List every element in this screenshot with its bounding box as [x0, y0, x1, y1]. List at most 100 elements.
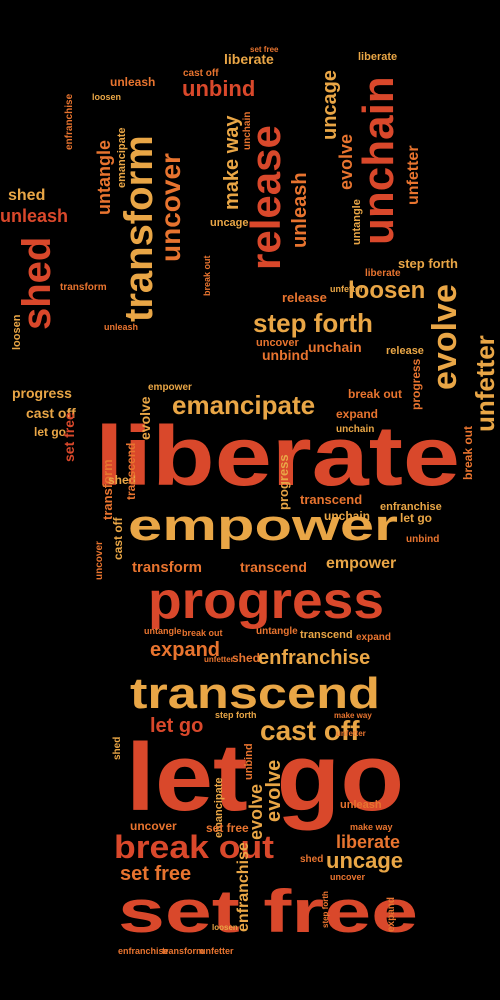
word-uncover-forearm: uncover [130, 819, 177, 833]
word-step-forth-forearm: step forth [215, 710, 257, 720]
word-evolve-palm-vertical: evolve [137, 396, 153, 440]
word-uncover-palm-vertical: uncover [94, 541, 105, 580]
word-expand-bottom: expand [386, 897, 397, 932]
word-uncage-forearm: uncage [326, 848, 403, 873]
word-step-forth-bottom: step forth [321, 891, 330, 928]
word-shed-forearm-vertical: shed [112, 737, 123, 760]
word-liberate-main: liberate [95, 409, 460, 503]
word-transcend-palm-2: transcend [300, 629, 353, 641]
word-untangle-palm-2: untangle [256, 626, 298, 637]
word-transcend-vertical: transcend [124, 443, 138, 500]
word-cast-off-left: cast off [26, 405, 76, 421]
word-loosen-thumb: loosen [348, 277, 425, 304]
word-transform-vertical: transform [117, 135, 161, 322]
word-release-thumb-small: release [386, 345, 424, 357]
word-loosen-top: loosen [92, 92, 121, 102]
word-emancipate: emancipate [172, 390, 315, 420]
word-evolve-thumb: evolve [426, 284, 464, 390]
word-loosen-bottom: loosen [212, 923, 238, 932]
word-empower-small-top: empower [148, 382, 192, 393]
word-shed-forearm: shed [300, 854, 323, 865]
word-enfranchise-bottom: enfranchise [118, 946, 169, 956]
word-transform-palm: transform [132, 559, 202, 576]
word-shed-palm: shed [108, 473, 136, 487]
word-empower-main: empower [128, 501, 398, 550]
word-enfranchise-forearm-vertical: enfranchise [235, 842, 252, 932]
word-unleash-lower: unleash [104, 322, 138, 332]
word-cast-off-forearm: cast off [260, 715, 360, 746]
word-expand-top: expand [336, 407, 378, 421]
word-break-out-main: break out [114, 829, 274, 865]
word-let-go-main: let go [126, 724, 404, 831]
word-transform-small: transform [60, 282, 107, 293]
word-uncage-vertical: uncage [319, 70, 341, 140]
word-enfranchise-palm: enfranchise [258, 647, 370, 669]
word-break-out-top: break out [348, 387, 402, 401]
word-progress-main: progress [148, 572, 384, 630]
word-transcend-main: transcend [130, 669, 380, 718]
word-set-free-forearm: set free [206, 821, 249, 835]
word-unfetter-vertical: unfetter [405, 145, 422, 205]
word-release-thumb: release [282, 290, 327, 305]
word-unfetter-thumb-small: unfetter [330, 284, 364, 294]
word-uncover-vertical: uncover [155, 153, 186, 262]
word-uncover-thumb: uncover [256, 337, 300, 349]
word-progress-right-vertical: progress [409, 358, 423, 410]
word-emancipate-forearm-vertical: emancipate [213, 777, 225, 838]
word-transform-bottom: transform [162, 946, 204, 956]
word-liberate-forearm: liberate [336, 832, 400, 852]
word-unchain-small: unchain [324, 509, 370, 523]
word-unbind-thumb: unbind [262, 347, 309, 363]
word-make-way-forearm: make way [334, 711, 372, 720]
word-evolve-vertical: evolve [336, 134, 356, 190]
word-let-go-right: let go [400, 511, 432, 525]
word-shed-vertical: shed [15, 237, 59, 330]
word-let-go-small: let go [150, 715, 203, 737]
word-make-way-forearm-2: make way [350, 822, 393, 832]
word-cast-off-small: cast off [183, 68, 219, 79]
word-untangle-mid: untangle [351, 199, 363, 245]
word-transcend-palm: transcend [240, 559, 307, 575]
word-unleash-left: unleash [0, 206, 68, 226]
word-unbind-right: unbind [406, 534, 439, 545]
word-evolve-forearm-vertical-2: evolve [246, 784, 266, 840]
word-unleash-vertical: unleash [289, 172, 311, 248]
word-liberate-thumb: liberate [365, 268, 401, 279]
word-unbind-top: unbind [182, 76, 255, 101]
word-cast-off-palm-vertical: cast off [111, 516, 125, 560]
word-untangle-palm: untangle [144, 626, 182, 636]
word-untangle-vertical: untangle [94, 140, 114, 215]
word-set-free-small: set free [250, 45, 279, 54]
word-release-vertical: release [242, 125, 289, 270]
word-transcend-small: transcend [300, 492, 362, 507]
word-liberate-small: liberate [358, 51, 397, 63]
forearm-region: transcend let go step forth cast off mak… [112, 669, 418, 956]
word-let-go-left: let go [34, 425, 66, 439]
word-uncage-mid: uncage [210, 217, 249, 229]
word-unfetter-thumb: unfetter [470, 335, 500, 432]
word-break-out-palm: break out [182, 628, 223, 638]
word-step-forth-small: step forth [398, 256, 458, 271]
word-evolve-forearm-vertical: evolve [263, 760, 285, 822]
word-shed-palm-2: shed [232, 651, 260, 665]
fingers-region: liberate set free cast off liberate unbi… [0, 45, 422, 350]
word-emancipate-vertical: emancipate [116, 127, 128, 188]
word-enfranchise-vertical: enfranchise [64, 93, 75, 150]
word-break-out-vertical: break out [202, 255, 212, 296]
word-set-free-main: set free [118, 878, 418, 945]
word-unchain-palm: unchain [336, 424, 374, 435]
word-progress-palm-vertical: progress [276, 454, 291, 510]
word-shed-small: shed [8, 187, 45, 204]
word-liberate-top: liberate [224, 51, 274, 67]
word-unfetter-palm: unfetter [204, 655, 234, 664]
word-unbind-forearm-vertical: unbind [243, 743, 255, 780]
word-set-free-small: set free [120, 863, 191, 885]
word-unchain-thumb: unchain [308, 339, 362, 355]
word-enfranchise-right: enfranchise [380, 501, 442, 513]
word-break-out-right-vertical: break out [461, 426, 475, 480]
word-transform-palm-vertical: transform [100, 459, 115, 520]
word-unfetter-bottom: unfetter [200, 946, 234, 956]
word-empower-palm: empower [326, 555, 396, 572]
word-set-free-left: set free [61, 412, 77, 462]
